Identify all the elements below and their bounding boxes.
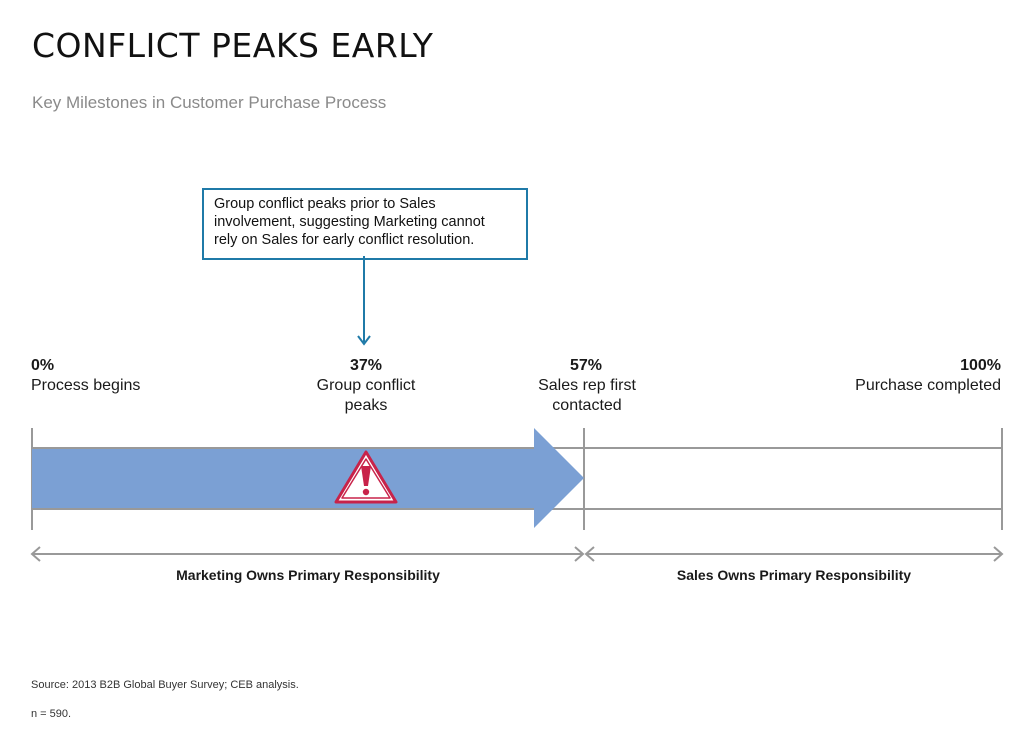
callout-pointer-arrowhead [357,335,371,346]
marketing-range-arrow [30,546,585,562]
milestone-label: Process begins [31,377,141,394]
marketing-responsibility-label: Marketing Owns Primary Responsibility [176,567,440,583]
sample-size-note: n = 590. [31,708,72,720]
milestone-group-conflict-peaks: 37% Group conflict peaks [296,356,436,416]
milestone-percent: 0% [31,357,55,374]
milestone-process-begins: 0% Process begins [31,356,140,396]
warning-triangle-icon [334,450,398,504]
milestone-percent: 37% [349,357,383,374]
milestone-label: Purchase completed [855,377,1001,394]
marketing-progress-arrow [32,428,584,528]
milestone-label: peaks [344,397,388,414]
milestone-label: contacted [552,397,622,414]
milestone-label: Group conflict [316,377,416,394]
callout-line: rely on Sales for early conflict resolut… [214,232,475,248]
sales-range-arrow [584,546,1004,562]
milestone-percent: 100% [960,357,1001,374]
page-subtitle: Key Milestones in Customer Purchase Proc… [32,93,387,112]
milestone-purchase-completed: 100% Purchase completed [855,356,1001,396]
milestone-percent: 57% [570,357,603,374]
source-note: Source: 2013 B2B Global Buyer Survey; CE… [31,679,299,691]
sales-responsibility-label: Sales Owns Primary Responsibility [676,567,912,583]
milestone-label: Sales rep first [538,377,636,394]
page-title: CONFLICT PEAKS EARLY [32,26,434,65]
callout-line: Group conflict peaks prior to Sales [214,196,436,212]
callout-line: involvement, suggesting Marketing cannot [214,214,485,230]
milestone-sales-rep-contacted: 57% Sales rep first contacted [522,356,652,416]
